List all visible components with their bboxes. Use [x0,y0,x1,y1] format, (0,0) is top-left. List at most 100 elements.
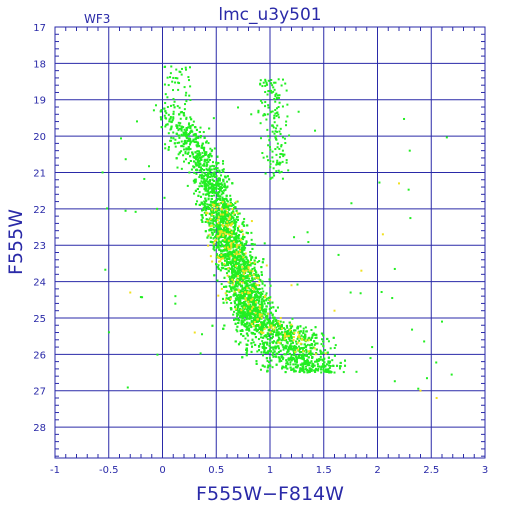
main-sequence-point [266,369,269,372]
main-sequence-point [240,263,243,266]
main-sequence-point [327,356,330,359]
main-sequence-point [189,147,192,150]
main-sequence-point [272,355,275,358]
main-sequence-point [240,237,243,240]
main-sequence-point [225,246,228,249]
grid [54,26,486,458]
main-sequence-point [239,248,242,251]
main-sequence-point [235,248,238,251]
main-sequence-point [248,310,251,313]
main-sequence-point [236,306,239,309]
main-sequence-point [266,360,269,363]
main-sequence-point [188,133,191,136]
main-sequence-point [250,342,253,345]
main-sequence-point [220,235,223,238]
main-sequence-point [302,354,305,357]
main-sequence-point [216,155,219,158]
main-sequence-point [211,161,214,164]
main-sequence-point [215,175,218,178]
main-sequence-point [245,323,248,326]
main-sequence-point [323,370,326,373]
main-sequence-point [184,158,187,161]
main-sequence-point [218,178,221,181]
main-sequence-point [243,262,246,265]
main-sequence-point [310,369,313,372]
main-sequence-point [217,177,220,180]
main-sequence-point [236,200,239,203]
main-sequence-point [204,220,207,223]
main-sequence-point [244,268,247,271]
main-sequence-point [261,329,264,332]
main-sequence-point [227,242,230,245]
main-sequence-point [167,113,170,116]
main-sequence-point [203,180,206,183]
main-sequence-point [228,253,231,256]
main-sequence-point [199,195,202,198]
main-sequence-point [242,296,245,299]
main-sequence-point [233,310,236,313]
main-sequence-point [224,217,227,220]
main-sequence-point [281,338,284,341]
main-sequence-point [221,220,224,223]
main-sequence-point [250,300,253,303]
main-sequence-point [208,183,211,186]
main-sequence-point [256,350,259,353]
main-sequence-point [183,128,186,131]
main-sequence-point [302,338,305,341]
main-sequence-point [236,267,239,270]
main-sequence-point [240,294,243,297]
main-sequence-point [240,333,243,336]
main-sequence-point [310,352,313,355]
main-sequence-point [289,366,292,369]
main-sequence-point [234,202,237,205]
main-sequence-point [235,282,238,285]
main-sequence-point [231,244,234,247]
main-sequence-point [234,225,237,228]
main-sequence-point [183,132,186,135]
main-sequence-point [225,272,228,275]
main-sequence-point [302,335,305,338]
main-sequence-point [309,369,312,372]
main-sequence-point [281,365,284,368]
main-sequence-point [237,319,240,322]
main-sequence-point [253,243,256,246]
main-sequence-point [216,222,219,225]
main-sequence-point [239,310,242,313]
main-sequence-point [319,358,322,361]
main-sequence-point [196,141,199,144]
main-sequence-point [171,119,174,122]
main-sequence-point [218,248,221,251]
main-sequence-point [209,228,212,231]
main-sequence-point [320,371,323,374]
main-sequence-point [214,236,217,239]
main-sequence-point [250,350,253,353]
main-sequence-point [201,144,204,147]
main-sequence-point [259,368,262,371]
main-sequence-point [234,305,237,308]
main-sequence-point [194,180,197,183]
main-sequence-point [235,241,238,244]
main-sequence-point [247,312,250,315]
main-sequence-point [243,319,246,322]
main-sequence-point [182,154,185,157]
main-sequence-point [203,164,206,167]
main-sequence-point [235,312,238,315]
main-sequence-point [215,183,218,186]
main-sequence-point [207,142,210,145]
main-sequence-point [285,333,288,336]
main-sequence-point [209,182,212,185]
main-sequence-point [200,175,203,178]
main-sequence-point [306,371,309,374]
main-sequence-point [276,306,279,309]
main-sequence-point [160,109,163,112]
main-sequence-point [305,354,308,357]
main-sequence-point [220,183,223,186]
main-sequence-point [320,368,323,371]
main-sequence-point [290,359,293,362]
main-sequence-point [241,328,244,331]
main-sequence-point [241,244,244,247]
main-sequence-point [188,139,191,142]
main-sequence-point [194,133,197,136]
main-sequence-point [244,300,247,303]
